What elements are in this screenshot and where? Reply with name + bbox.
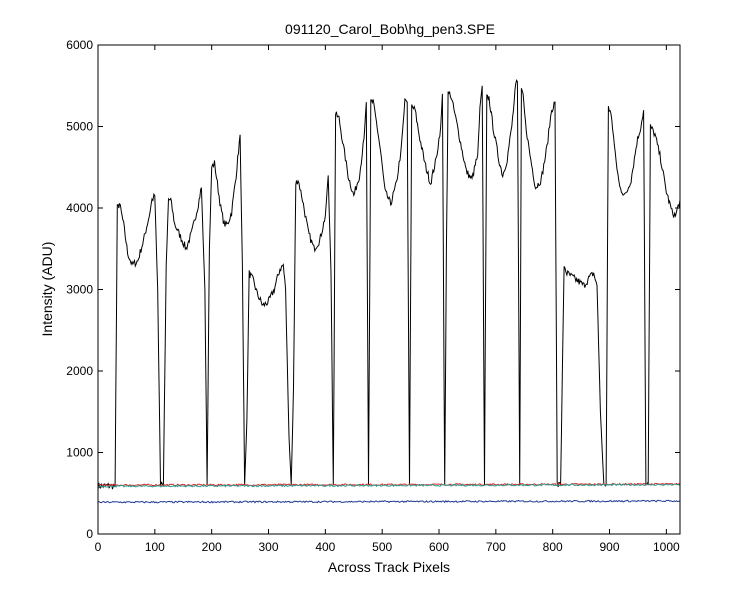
x-tick-label: 900 [600,540,620,554]
y-tick-label: 2000 [66,364,93,378]
x-axis-label: Across Track Pixels [328,559,450,575]
series-line-1 [97,78,681,490]
y-axis-ticks: 0 1000 2000 3000 4000 5000 6000 [66,38,680,541]
x-tick-label: 700 [486,540,506,554]
chart-title: 091120_Carol_Bob\hg_pen3.SPE [285,21,495,37]
y-tick-label: 1000 [66,446,93,460]
y-tick-label: 4000 [66,201,93,215]
y-tick-label: 0 [86,527,93,541]
x-axis-ticks: 0 100 200 300 400 500 600 700 800 900 1000 [95,45,680,554]
y-tick-label: 6000 [66,38,93,52]
x-tick-label: 300 [258,540,278,554]
series-line-4 [97,499,681,504]
y-tick-label: 3000 [66,283,93,297]
x-tick-label: 500 [372,540,392,554]
series-layer [97,78,681,504]
x-tick-label: 1000 [653,540,680,554]
x-tick-label: 600 [429,540,449,554]
y-axis-label: Intensity (ADU) [39,242,55,337]
x-tick-label: 800 [543,540,563,554]
series-line-2 [97,482,681,487]
x-tick-label: 200 [202,540,222,554]
series-line-3 [97,483,681,488]
x-tick-label: 0 [95,540,102,554]
x-tick-label: 400 [315,540,335,554]
y-tick-label: 5000 [66,120,93,134]
x-tick-label: 100 [145,540,165,554]
